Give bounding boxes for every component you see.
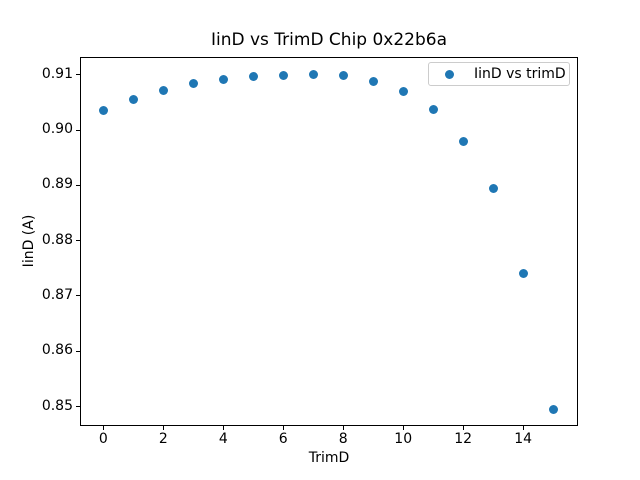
scatter-point: [458, 137, 468, 147]
scatter-point: [128, 95, 138, 105]
x-tick-mark: [342, 426, 344, 430]
x-tick-label: 2: [158, 431, 168, 447]
y-tick-label: 0.86: [41, 342, 73, 359]
scatter-point: [398, 86, 408, 96]
y-tick-label: 0.89: [41, 176, 73, 193]
x-tick-label: 8: [338, 431, 348, 447]
scatter-point: [488, 183, 498, 193]
scatter-point: [428, 105, 438, 115]
scatter-point: [218, 74, 228, 84]
scatter-point: [278, 70, 288, 80]
legend-label: IinD vs trimD: [474, 66, 566, 82]
y-axis-label: IinD (A): [21, 214, 37, 268]
x-tick-label: 0: [98, 431, 108, 447]
scatter-point: [308, 70, 318, 80]
x-tick-mark: [522, 426, 524, 430]
legend: IinD vs trimD: [428, 62, 570, 86]
chart-title: IinD vs TrimD Chip 0x22b6a: [210, 30, 448, 50]
x-tick-mark: [282, 426, 284, 430]
y-tick-mark: [76, 184, 80, 186]
scatter-point: [368, 76, 378, 86]
plot-area: [80, 57, 578, 426]
x-tick-label: 4: [218, 431, 228, 447]
y-tick-mark: [76, 350, 80, 352]
scatter-point: [548, 404, 558, 414]
y-tick-mark: [76, 129, 80, 131]
y-tick-label: 0.85: [41, 397, 73, 414]
y-tick-label: 0.90: [41, 121, 73, 138]
y-tick-mark: [76, 295, 80, 297]
y-tick-mark: [76, 74, 80, 76]
scatter-point: [338, 70, 348, 80]
y-tick-mark: [76, 406, 80, 408]
x-tick-mark: [222, 426, 224, 430]
x-tick-label: 14: [514, 431, 533, 447]
scatter-point: [188, 79, 198, 89]
x-tick-mark: [102, 426, 104, 430]
legend-marker-dot: [445, 69, 454, 79]
x-tick-label: 10: [394, 431, 413, 447]
y-tick-label: 0.88: [41, 231, 73, 248]
x-tick-mark: [162, 426, 164, 430]
scatter-point: [518, 269, 528, 279]
scatter-point: [98, 106, 108, 116]
x-tick-label: 12: [454, 431, 473, 447]
scatter-point: [158, 85, 168, 95]
x-tick-mark: [402, 426, 404, 430]
y-tick-label: 0.87: [41, 286, 73, 303]
x-tick-mark: [462, 426, 464, 430]
scatter-point: [248, 71, 258, 81]
x-tick-label: 6: [278, 431, 288, 447]
y-tick-label: 0.91: [41, 65, 73, 82]
x-axis-label: TrimD: [308, 450, 350, 466]
y-tick-mark: [76, 240, 80, 242]
